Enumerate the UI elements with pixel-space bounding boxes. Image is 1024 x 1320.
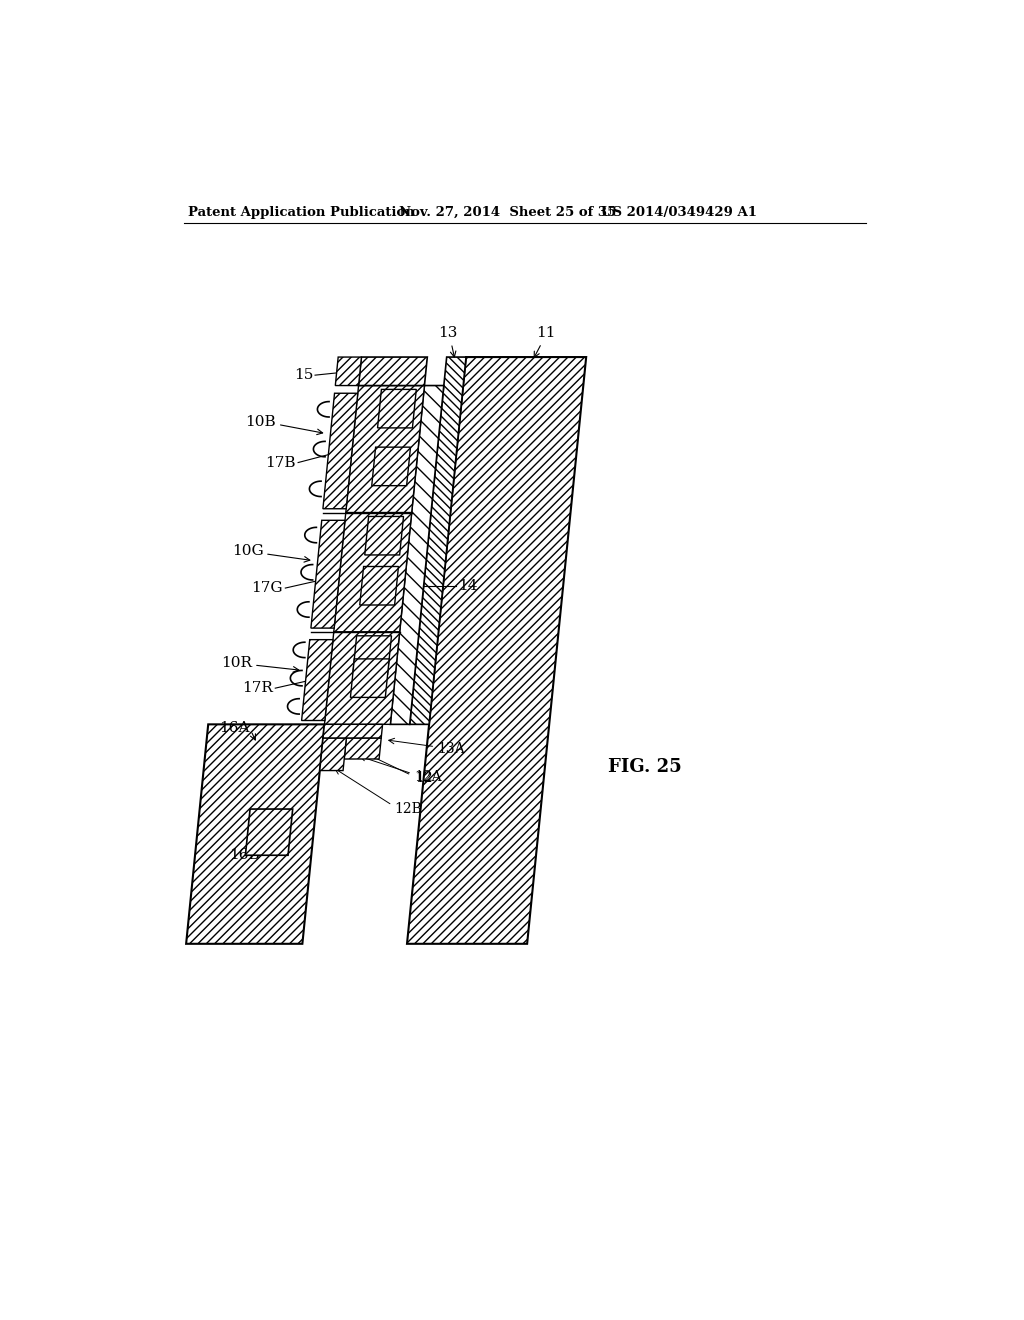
- Polygon shape: [323, 725, 383, 738]
- Polygon shape: [378, 389, 417, 428]
- Text: 12B: 12B: [394, 803, 422, 816]
- Text: 10R: 10R: [221, 656, 252, 669]
- Text: 15: 15: [294, 368, 313, 383]
- Polygon shape: [358, 358, 427, 385]
- Text: 12: 12: [415, 771, 433, 785]
- Text: 17R: 17R: [242, 681, 273, 696]
- Polygon shape: [365, 516, 403, 554]
- Polygon shape: [344, 738, 381, 759]
- Text: 17G: 17G: [251, 581, 283, 595]
- Polygon shape: [359, 566, 398, 605]
- Polygon shape: [323, 393, 357, 508]
- Text: 12A: 12A: [415, 770, 442, 784]
- Text: 16A: 16A: [219, 721, 249, 735]
- Text: 13A: 13A: [437, 742, 465, 756]
- Polygon shape: [350, 659, 389, 697]
- Text: 10G: 10G: [231, 544, 263, 558]
- Polygon shape: [334, 512, 412, 632]
- Text: 11: 11: [537, 326, 556, 341]
- Text: 17B: 17B: [265, 455, 296, 470]
- Polygon shape: [319, 738, 346, 771]
- Text: FIG. 25: FIG. 25: [608, 758, 682, 776]
- Polygon shape: [335, 358, 361, 385]
- Polygon shape: [352, 636, 391, 675]
- Text: 16B: 16B: [228, 849, 259, 862]
- Polygon shape: [390, 385, 443, 725]
- Polygon shape: [407, 358, 586, 944]
- Polygon shape: [311, 520, 345, 628]
- Polygon shape: [410, 358, 466, 725]
- Text: 10B: 10B: [246, 414, 276, 429]
- Polygon shape: [372, 447, 411, 486]
- Text: Patent Application Publication: Patent Application Publication: [188, 206, 415, 219]
- Text: 14: 14: [459, 578, 478, 593]
- Polygon shape: [246, 809, 293, 855]
- Polygon shape: [346, 385, 424, 512]
- Text: 13: 13: [438, 326, 457, 341]
- Text: US 2014/0349429 A1: US 2014/0349429 A1: [601, 206, 757, 219]
- Polygon shape: [302, 640, 333, 721]
- Polygon shape: [186, 725, 325, 944]
- Text: Nov. 27, 2014  Sheet 25 of 35: Nov. 27, 2014 Sheet 25 of 35: [399, 206, 616, 219]
- Polygon shape: [325, 632, 399, 725]
